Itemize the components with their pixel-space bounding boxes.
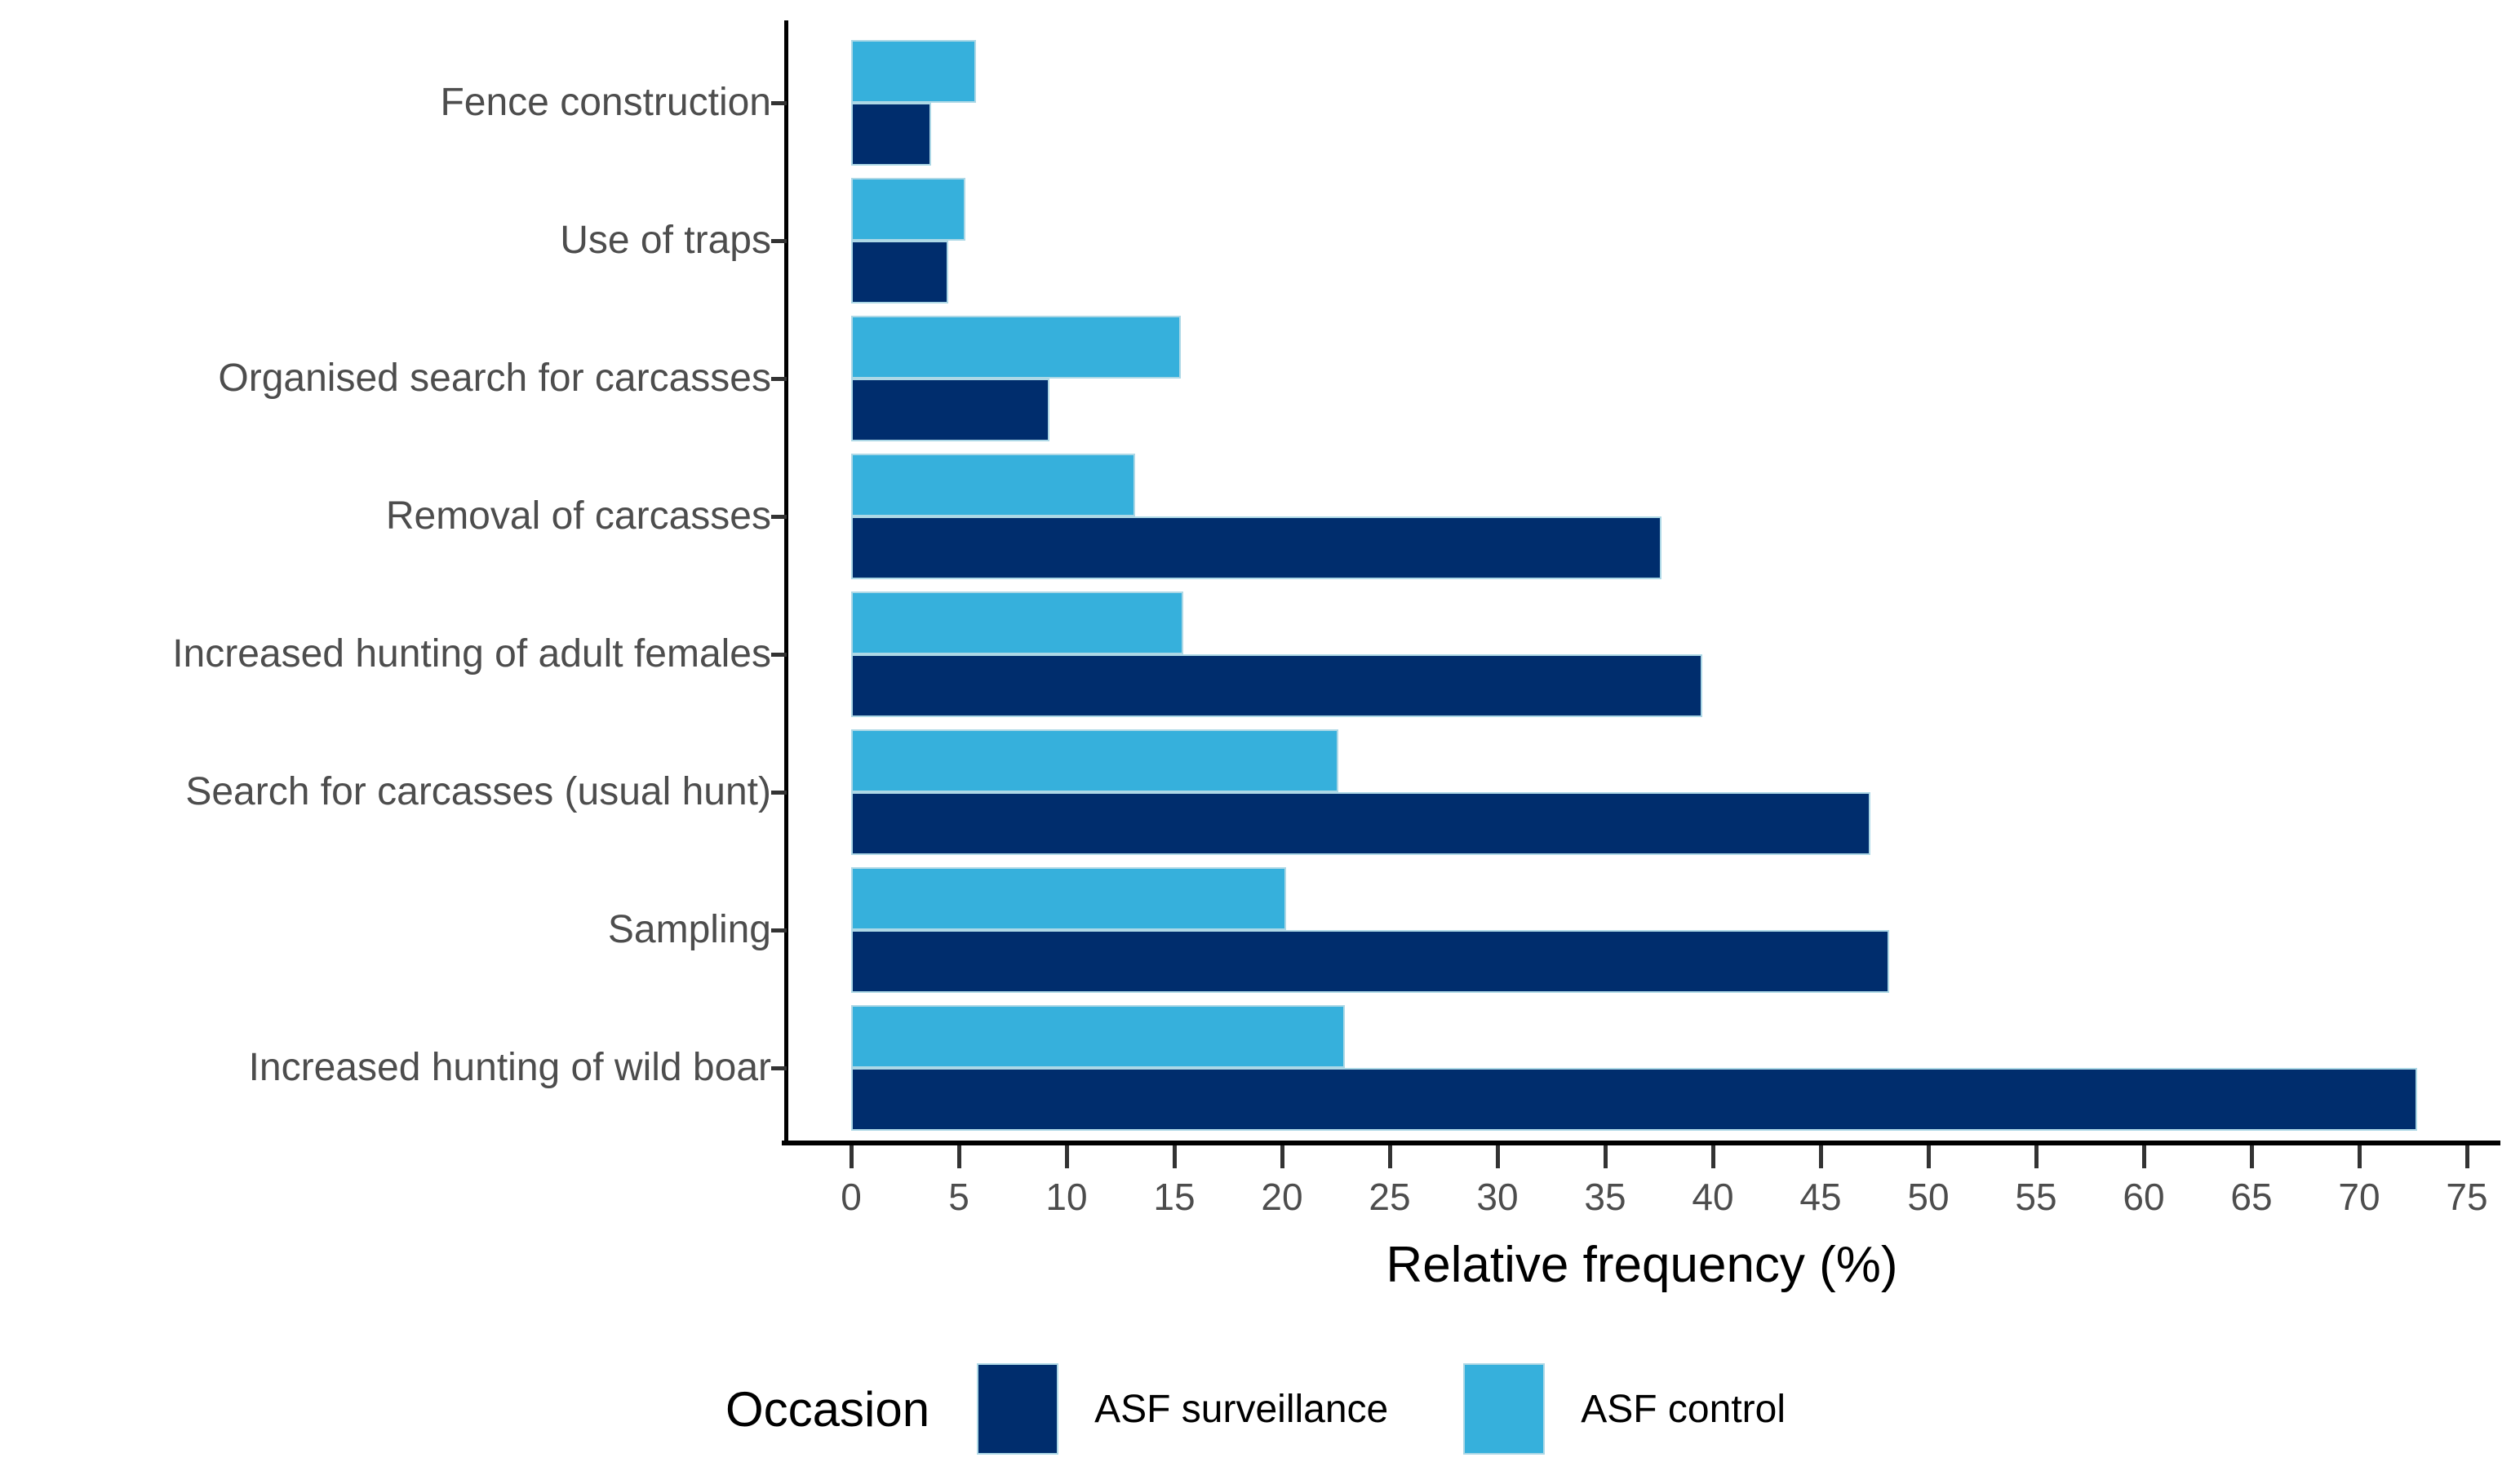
- category-label: Fence construction: [440, 81, 771, 124]
- bar-asf-surveillance-1: [851, 103, 931, 166]
- category-label: Sampling: [607, 908, 771, 951]
- bar-asf-control-3: [851, 316, 1181, 379]
- y-tick-mark: [771, 653, 787, 657]
- x-tick-label: 10: [1045, 1176, 1088, 1218]
- bar-asf-control-1: [851, 40, 976, 103]
- x-tick-label: 0: [841, 1176, 862, 1218]
- x-tick-label: 45: [1799, 1176, 1842, 1218]
- x-tick-label: 70: [2338, 1176, 2380, 1218]
- bar-asf-surveillance-3: [851, 379, 1049, 441]
- legend-swatch-asf-control: [1463, 1363, 1546, 1455]
- y-tick-mark: [771, 1066, 787, 1070]
- x-tick-mark: [1173, 1145, 1177, 1168]
- y-tick-mark: [771, 515, 787, 519]
- category-label: Increased hunting of wild boar: [248, 1046, 771, 1089]
- x-tick-label: 65: [2230, 1176, 2273, 1218]
- bar-asf-surveillance-2: [851, 241, 948, 303]
- category-label: Search for carcasses (usual hunt): [185, 770, 771, 813]
- x-tick-mark: [957, 1145, 961, 1168]
- category-label: Removal of carcasses: [385, 494, 771, 538]
- bar-asf-surveillance-8: [851, 1068, 2417, 1131]
- category-label: Use of traps: [560, 219, 771, 262]
- bar-asf-surveillance-6: [851, 792, 1870, 855]
- legend-item: ASF control: [1463, 1363, 1786, 1455]
- x-tick-label: 60: [2123, 1176, 2165, 1218]
- x-tick-mark: [1927, 1145, 1931, 1168]
- x-tick-mark: [2250, 1145, 2254, 1168]
- bar-asf-surveillance-4: [851, 516, 1661, 579]
- x-tick-mark: [1711, 1145, 1715, 1168]
- legend-swatch-asf-surveillance: [977, 1363, 1059, 1455]
- x-tick-mark: [1065, 1145, 1069, 1168]
- y-axis-line: [784, 20, 788, 1145]
- bar-asf-control-8: [851, 1005, 1345, 1068]
- x-tick-label: 50: [1907, 1176, 1950, 1218]
- x-tick-mark: [2034, 1145, 2039, 1168]
- x-tick-label: 20: [1261, 1176, 1303, 1218]
- x-tick-label: 55: [2015, 1176, 2057, 1218]
- y-tick-mark: [771, 101, 787, 105]
- x-axis-title: Relative frequency (%): [1386, 1237, 1898, 1293]
- x-tick-mark: [2465, 1145, 2469, 1168]
- x-tick-label: 75: [2446, 1176, 2488, 1218]
- bar-asf-control-2: [851, 178, 965, 241]
- x-tick-mark: [1280, 1145, 1284, 1168]
- category-label: Organised search for carcasses: [218, 357, 771, 400]
- x-tick-mark: [2142, 1145, 2146, 1168]
- x-tick-label: 30: [1476, 1176, 1519, 1218]
- legend: Occasion ASF surveillance ASF control: [0, 1356, 2511, 1462]
- x-tick-label: 25: [1369, 1176, 1411, 1218]
- x-tick-mark: [1388, 1145, 1392, 1168]
- bar-asf-control-4: [851, 454, 1135, 516]
- bar-asf-control-5: [851, 591, 1183, 654]
- x-tick-mark: [850, 1145, 854, 1168]
- legend-label: ASF surveillance: [1094, 1387, 1389, 1431]
- bar-asf-surveillance-5: [851, 654, 1702, 717]
- x-tick-label: 5: [948, 1176, 969, 1218]
- y-tick-mark: [771, 239, 787, 243]
- legend-label: ASF control: [1581, 1387, 1786, 1431]
- x-tick-mark: [1496, 1145, 1500, 1168]
- y-tick-mark: [771, 377, 787, 381]
- x-tick-mark: [2358, 1145, 2362, 1168]
- x-tick-label: 15: [1153, 1176, 1196, 1218]
- y-tick-mark: [771, 928, 787, 932]
- legend-title: Occasion: [725, 1381, 930, 1437]
- x-tick-mark: [1819, 1145, 1823, 1168]
- y-tick-mark: [771, 791, 787, 795]
- x-axis-line: [782, 1141, 2500, 1145]
- x-tick-mark: [1604, 1145, 1608, 1168]
- legend-item: ASF surveillance: [977, 1363, 1388, 1455]
- category-label: Increased hunting of adult females: [172, 632, 771, 676]
- x-tick-label: 35: [1584, 1176, 1626, 1218]
- bar-asf-surveillance-7: [851, 930, 1889, 993]
- bar-asf-control-6: [851, 729, 1338, 792]
- x-tick-label: 40: [1692, 1176, 1734, 1218]
- bar-asf-control-7: [851, 867, 1286, 930]
